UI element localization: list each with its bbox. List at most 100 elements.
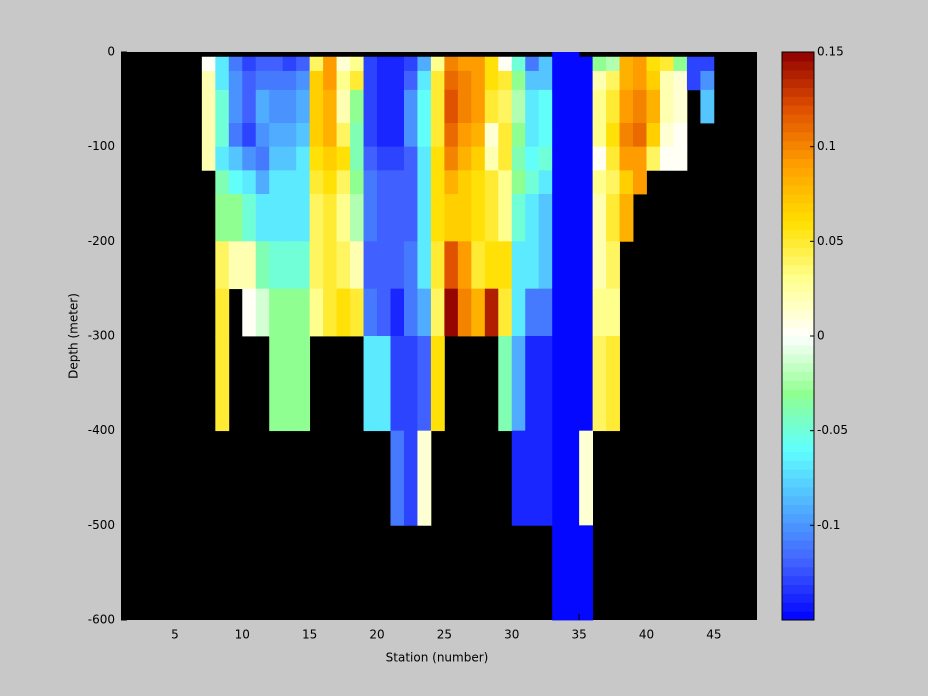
heatmap-cell <box>606 288 620 337</box>
heatmap-cell <box>430 336 445 432</box>
heatmap-cell <box>579 146 594 171</box>
colorbar-swatch <box>782 140 814 151</box>
heatmap-cell <box>606 336 620 432</box>
heatmap-cell <box>498 288 513 337</box>
heatmap-cell <box>403 336 418 432</box>
colorbar-tick-label: 0.05 <box>817 234 844 248</box>
heatmap-cell <box>538 170 553 195</box>
heatmap-cell <box>700 56 715 72</box>
colorbar-tick-label: -0.05 <box>817 423 848 437</box>
heatmap-cell <box>430 70 445 91</box>
heatmap-cell <box>552 123 567 148</box>
x-tick-label: 10 <box>235 628 250 642</box>
heatmap-cell <box>309 146 324 171</box>
heatmap-cell <box>565 146 580 171</box>
heatmap-cell <box>417 146 432 171</box>
heatmap-cell <box>686 70 701 91</box>
heatmap-cell <box>350 241 364 290</box>
heatmap-cell <box>350 89 364 124</box>
heatmap-cell <box>390 123 405 148</box>
heatmap-cell <box>592 170 607 195</box>
heatmap-cell <box>417 241 432 290</box>
y-tick-label: -600 <box>88 613 115 627</box>
colorbar-swatch <box>782 513 814 523</box>
colorbar-swatch <box>782 114 814 124</box>
heatmap-cell <box>511 194 526 242</box>
heatmap-cell <box>336 70 351 91</box>
heatmap-cell <box>538 89 553 124</box>
colorbar-swatch <box>782 247 814 257</box>
heatmap-cell <box>255 123 270 148</box>
heatmap-cell <box>646 56 661 72</box>
heatmap-cell <box>350 170 364 195</box>
heatmap-cell <box>430 241 445 290</box>
heatmap-cell <box>565 241 580 290</box>
heatmap-cell <box>377 241 391 290</box>
heatmap-cell <box>417 123 432 148</box>
heatmap-cell <box>552 52 567 58</box>
heatmap-cell <box>471 146 486 171</box>
heatmap-cell <box>538 288 553 337</box>
heatmap-cell <box>377 170 391 195</box>
heatmap-cell <box>377 146 391 171</box>
heatmap-cell <box>377 123 391 148</box>
heatmap-cell <box>592 70 607 91</box>
heatmap-cell <box>377 288 391 337</box>
heatmap-cell <box>282 170 297 195</box>
heatmap-cell <box>403 288 418 337</box>
heatmap-cell <box>323 288 337 337</box>
colorbar-swatch <box>782 398 814 408</box>
heatmap-cell <box>255 70 270 91</box>
heatmap-cell <box>363 146 378 171</box>
heatmap-cell <box>417 170 432 195</box>
heatmap-cell <box>296 336 311 432</box>
colorbar-tick-label: 0.15 <box>817 45 844 59</box>
colorbar-swatch <box>782 220 814 230</box>
heatmap-cell <box>336 194 351 242</box>
heatmap-cell <box>296 241 311 290</box>
heatmap-cell <box>430 146 445 171</box>
heatmap-cell <box>228 146 243 171</box>
heatmap-cell <box>282 336 297 432</box>
heatmap-cell <box>471 56 486 72</box>
heatmap-cell <box>606 170 620 195</box>
heatmap-cell <box>592 56 607 72</box>
colorbar-swatch <box>782 52 814 62</box>
heatmap-cell <box>606 56 620 72</box>
heatmap-cell <box>201 89 216 124</box>
heatmap-cell <box>552 241 567 290</box>
heatmap-cell <box>552 288 567 337</box>
heatmap-cell <box>686 56 701 72</box>
heatmap-cell <box>390 170 405 195</box>
heatmap-cell <box>579 170 594 195</box>
heatmap-cell <box>565 56 580 72</box>
heatmap-cell <box>659 89 674 124</box>
heatmap-cell <box>363 123 378 148</box>
heatmap-cell <box>511 288 526 337</box>
heatmap-cell <box>201 70 216 91</box>
heatmap-cell <box>525 146 540 171</box>
heatmap-cell <box>592 123 607 148</box>
colorbar-swatch <box>782 256 814 266</box>
heatmap-cell <box>511 170 526 195</box>
colorbar-swatch <box>782 202 814 213</box>
heatmap-cell <box>498 170 513 195</box>
heatmap-cell <box>538 70 553 91</box>
heatmap-cell <box>498 70 513 91</box>
heatmap-cell <box>228 194 243 242</box>
heatmap-cell <box>659 123 674 148</box>
colorbar-swatch <box>782 282 814 293</box>
heatmap-cell <box>498 146 513 171</box>
heatmap-cell <box>565 194 580 242</box>
heatmap-cell <box>242 170 257 195</box>
colorbar-swatch <box>782 131 814 142</box>
heatmap-cell <box>538 194 553 242</box>
colorbar-tick-label: 0.1 <box>817 139 836 153</box>
heatmap-cell <box>296 89 311 124</box>
heatmap-cell <box>242 89 257 124</box>
colorbar-swatch <box>782 602 814 612</box>
heatmap-cell <box>350 146 364 171</box>
colorbar-swatch <box>782 486 814 497</box>
heatmap-cell <box>565 70 580 91</box>
heatmap-cell <box>606 146 620 171</box>
